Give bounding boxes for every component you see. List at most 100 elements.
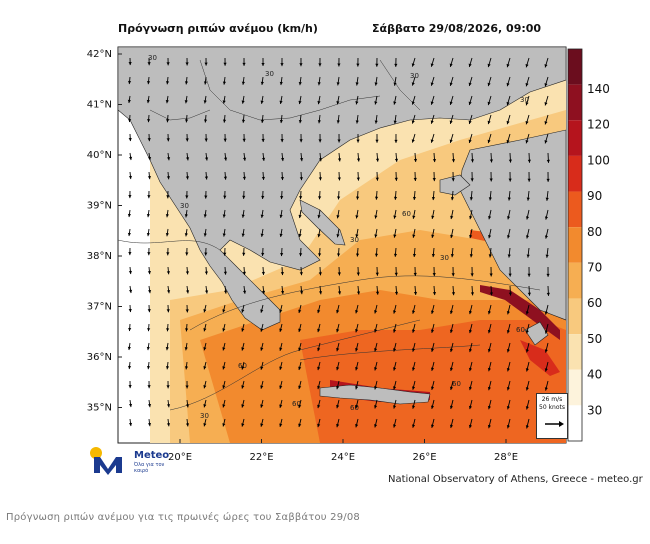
wind-arrow [222, 399, 226, 408]
wind-arrow [506, 133, 511, 144]
wind-arrow [468, 304, 473, 315]
wind-arrow [185, 399, 190, 408]
wind-arrow [374, 418, 378, 428]
wind-arrow [487, 95, 492, 106]
wind-arrow [317, 209, 321, 219]
wind-arrow [525, 380, 530, 391]
wind-arrow [525, 133, 530, 144]
wind-arrow [203, 399, 207, 408]
colorbar-segment [568, 262, 582, 299]
wind-arrow [393, 380, 397, 390]
wind-arrow [318, 152, 323, 162]
wind-arrow [299, 171, 303, 181]
latitude-label: 37°N [87, 302, 112, 313]
wind-arrow [260, 95, 264, 104]
wind-arrow [544, 209, 549, 220]
wind-arrow [525, 399, 530, 410]
gust-band-100 [520, 340, 560, 376]
wind-arrow [411, 95, 416, 105]
wind-arrow [413, 152, 418, 162]
wind-arrow [128, 399, 133, 408]
wind-arrow [184, 95, 188, 104]
wind-arrow [411, 57, 416, 67]
wind-arrow [279, 418, 283, 427]
wind-arrow [166, 266, 171, 275]
wind-arrow [430, 114, 435, 124]
colorbar-label: 70 [587, 261, 602, 275]
wind-arrow [222, 114, 227, 123]
wind-arrow [223, 190, 227, 199]
wind-arrow [526, 247, 530, 258]
wind-arrow [394, 152, 399, 162]
map-title: Πρόγνωση ριπών ανέμου (km/h) [118, 22, 318, 35]
wind-arrow [393, 418, 397, 428]
wind-arrow [185, 247, 189, 256]
wind-arrow [279, 361, 283, 370]
wind-arrow [374, 380, 378, 390]
wind-arrow [279, 76, 283, 86]
wind-arrow [280, 266, 284, 276]
wind-arrow [203, 323, 207, 332]
wind-arrow [336, 342, 340, 352]
wind-arrow [261, 152, 266, 161]
wind-arrow [317, 228, 321, 238]
wind-arrow [128, 247, 132, 256]
longitude-label: 26°E [412, 452, 436, 463]
wind-arrow [449, 380, 454, 391]
wind-arrow [546, 285, 550, 296]
wind-arrow [393, 76, 397, 86]
wind-arrow [526, 190, 530, 201]
wind-arrow [317, 361, 321, 371]
wind-arrow [375, 57, 379, 67]
wind-arrow [223, 152, 228, 161]
wind-arrow [355, 304, 359, 314]
wind-arrow [355, 380, 359, 390]
wind-arrow [336, 209, 340, 219]
wind-arrow [468, 399, 473, 410]
wind-arrow [430, 133, 435, 143]
wind-arrow [280, 285, 285, 295]
wind-arrow [203, 114, 208, 123]
wind-arrow [411, 361, 416, 371]
wind-arrow [222, 76, 227, 85]
wind-arrow [298, 342, 302, 352]
wind-arrow [146, 76, 151, 85]
wind-arrow [432, 171, 436, 182]
wind-arrow [356, 152, 361, 162]
wind-arrow [506, 323, 511, 334]
wind-arrow [260, 323, 264, 332]
wind-arrow [241, 323, 245, 332]
colorbar-segment [568, 405, 582, 441]
wind-arrow [525, 95, 530, 106]
wind-arrow [165, 209, 169, 218]
wind-arrow [411, 133, 416, 143]
wind-arrow [356, 285, 361, 295]
wind-arrow [544, 323, 549, 334]
wind-arrow [489, 285, 494, 296]
land-rhodes [524, 321, 549, 346]
wind-arrow [336, 228, 340, 238]
wind-arrow [299, 247, 303, 257]
wind-arrow [430, 361, 435, 371]
wind-arrow [545, 247, 549, 258]
colorbar-segment [568, 49, 582, 85]
wind-arrow [260, 361, 264, 370]
wind-arrow [298, 114, 302, 124]
wind-arrow [394, 266, 398, 276]
wind-arrow [280, 247, 284, 257]
wind-arrow [393, 247, 398, 257]
wind-arrow [544, 228, 549, 239]
wind-arrow [166, 247, 170, 256]
wind-arrow [412, 228, 416, 238]
wind-arrow [393, 209, 397, 219]
wind-arrow [298, 361, 302, 371]
wind-arrow [260, 418, 264, 427]
wind-arrow [260, 380, 264, 389]
wind-arrow [506, 418, 511, 429]
wind-arrow [260, 114, 265, 123]
wind-arrow [451, 285, 456, 296]
wind-arrow [393, 361, 397, 371]
wind-arrow [147, 380, 151, 389]
wind-arrow [356, 133, 360, 143]
wind-arrow [506, 95, 511, 106]
